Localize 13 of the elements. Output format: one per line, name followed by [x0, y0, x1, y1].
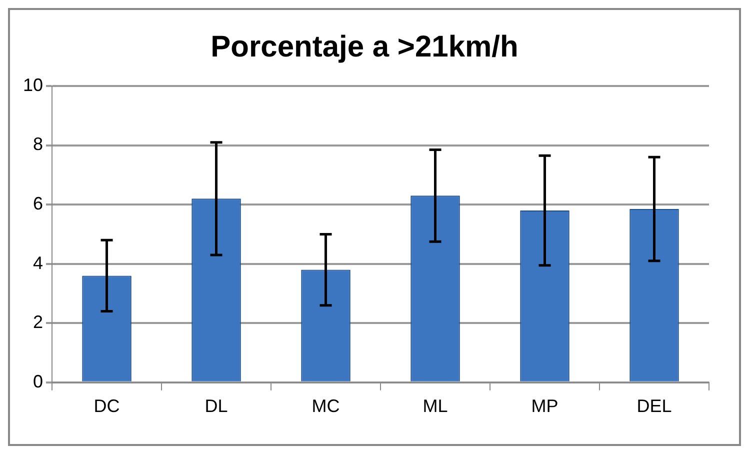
x-tick-label: MP — [531, 396, 558, 416]
y-tick-label: 10 — [22, 74, 44, 95]
y-tick-label: 8 — [33, 134, 44, 154]
x-tick-label: DL — [204, 396, 228, 416]
y-tick-label: 0 — [33, 371, 44, 392]
y-tick-label: 2 — [33, 312, 44, 332]
x-tick-label: DEL — [636, 396, 672, 416]
x-tick-label: DC — [94, 396, 120, 416]
y-tick-label: 4 — [33, 252, 44, 273]
y-tick-label: 6 — [33, 194, 44, 214]
x-tick-label: ML — [422, 396, 448, 416]
chart-title: Porcentaje a >21km/h — [210, 30, 518, 64]
x-tick-label: MC — [312, 396, 340, 416]
